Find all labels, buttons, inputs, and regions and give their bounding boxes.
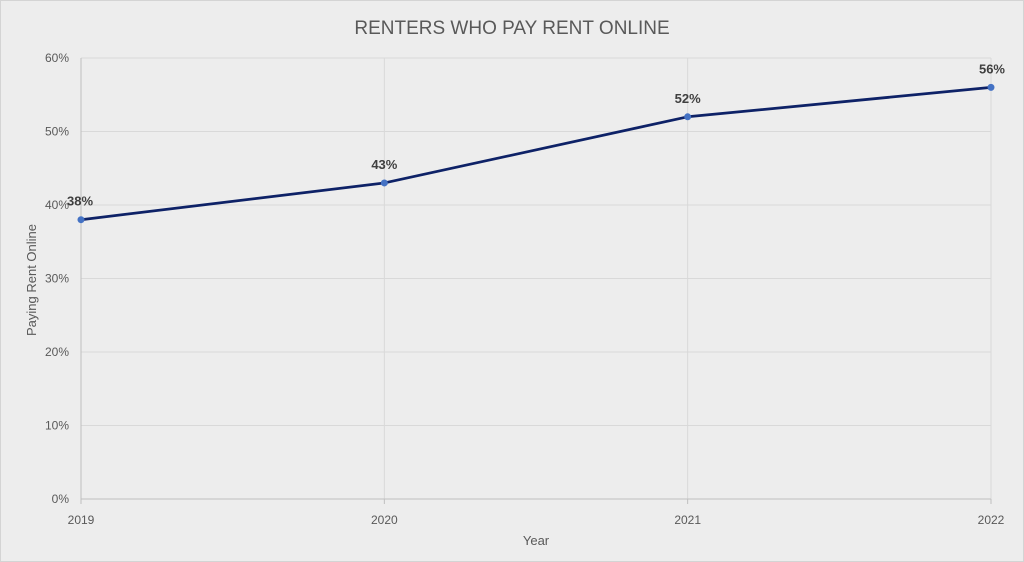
x-axis-label: Year [523, 533, 550, 548]
y-tick-label: 20% [45, 345, 69, 359]
grid-lines [80, 57, 992, 499]
y-tick-label: 30% [45, 272, 69, 286]
x-tick-label: 2020 [371, 513, 398, 527]
x-tick-label: 2022 [978, 513, 1005, 527]
data-point [987, 83, 995, 91]
data-labels: 38% 43% 52% 56% [67, 61, 1005, 208]
x-axis-ticks: 2019 2020 2021 2022 [68, 499, 1005, 527]
series-layer [77, 83, 995, 224]
y-tick-label: 10% [45, 419, 69, 433]
x-tick-label: 2021 [674, 513, 701, 527]
data-point [380, 179, 388, 187]
y-tick-label: 40% [45, 198, 69, 212]
x-tick-label: 2019 [68, 513, 95, 527]
y-axis-label: Paying Rent Online [24, 224, 39, 336]
chart-title: RENTERS WHO PAY RENT ONLINE [354, 18, 669, 39]
y-axis-ticks: 0% 10% 20% 30% 40% 50% 60% [45, 51, 69, 506]
y-tick-label: 60% [45, 51, 69, 65]
y-tick-label: 50% [45, 125, 69, 139]
data-point [77, 216, 85, 224]
data-label: 38% [67, 194, 93, 209]
data-label: 56% [979, 61, 1005, 76]
data-point [684, 113, 692, 121]
y-tick-label: 0% [52, 492, 70, 506]
series-line [80, 86, 992, 222]
data-label: 52% [675, 91, 701, 106]
data-label: 43% [371, 157, 397, 172]
